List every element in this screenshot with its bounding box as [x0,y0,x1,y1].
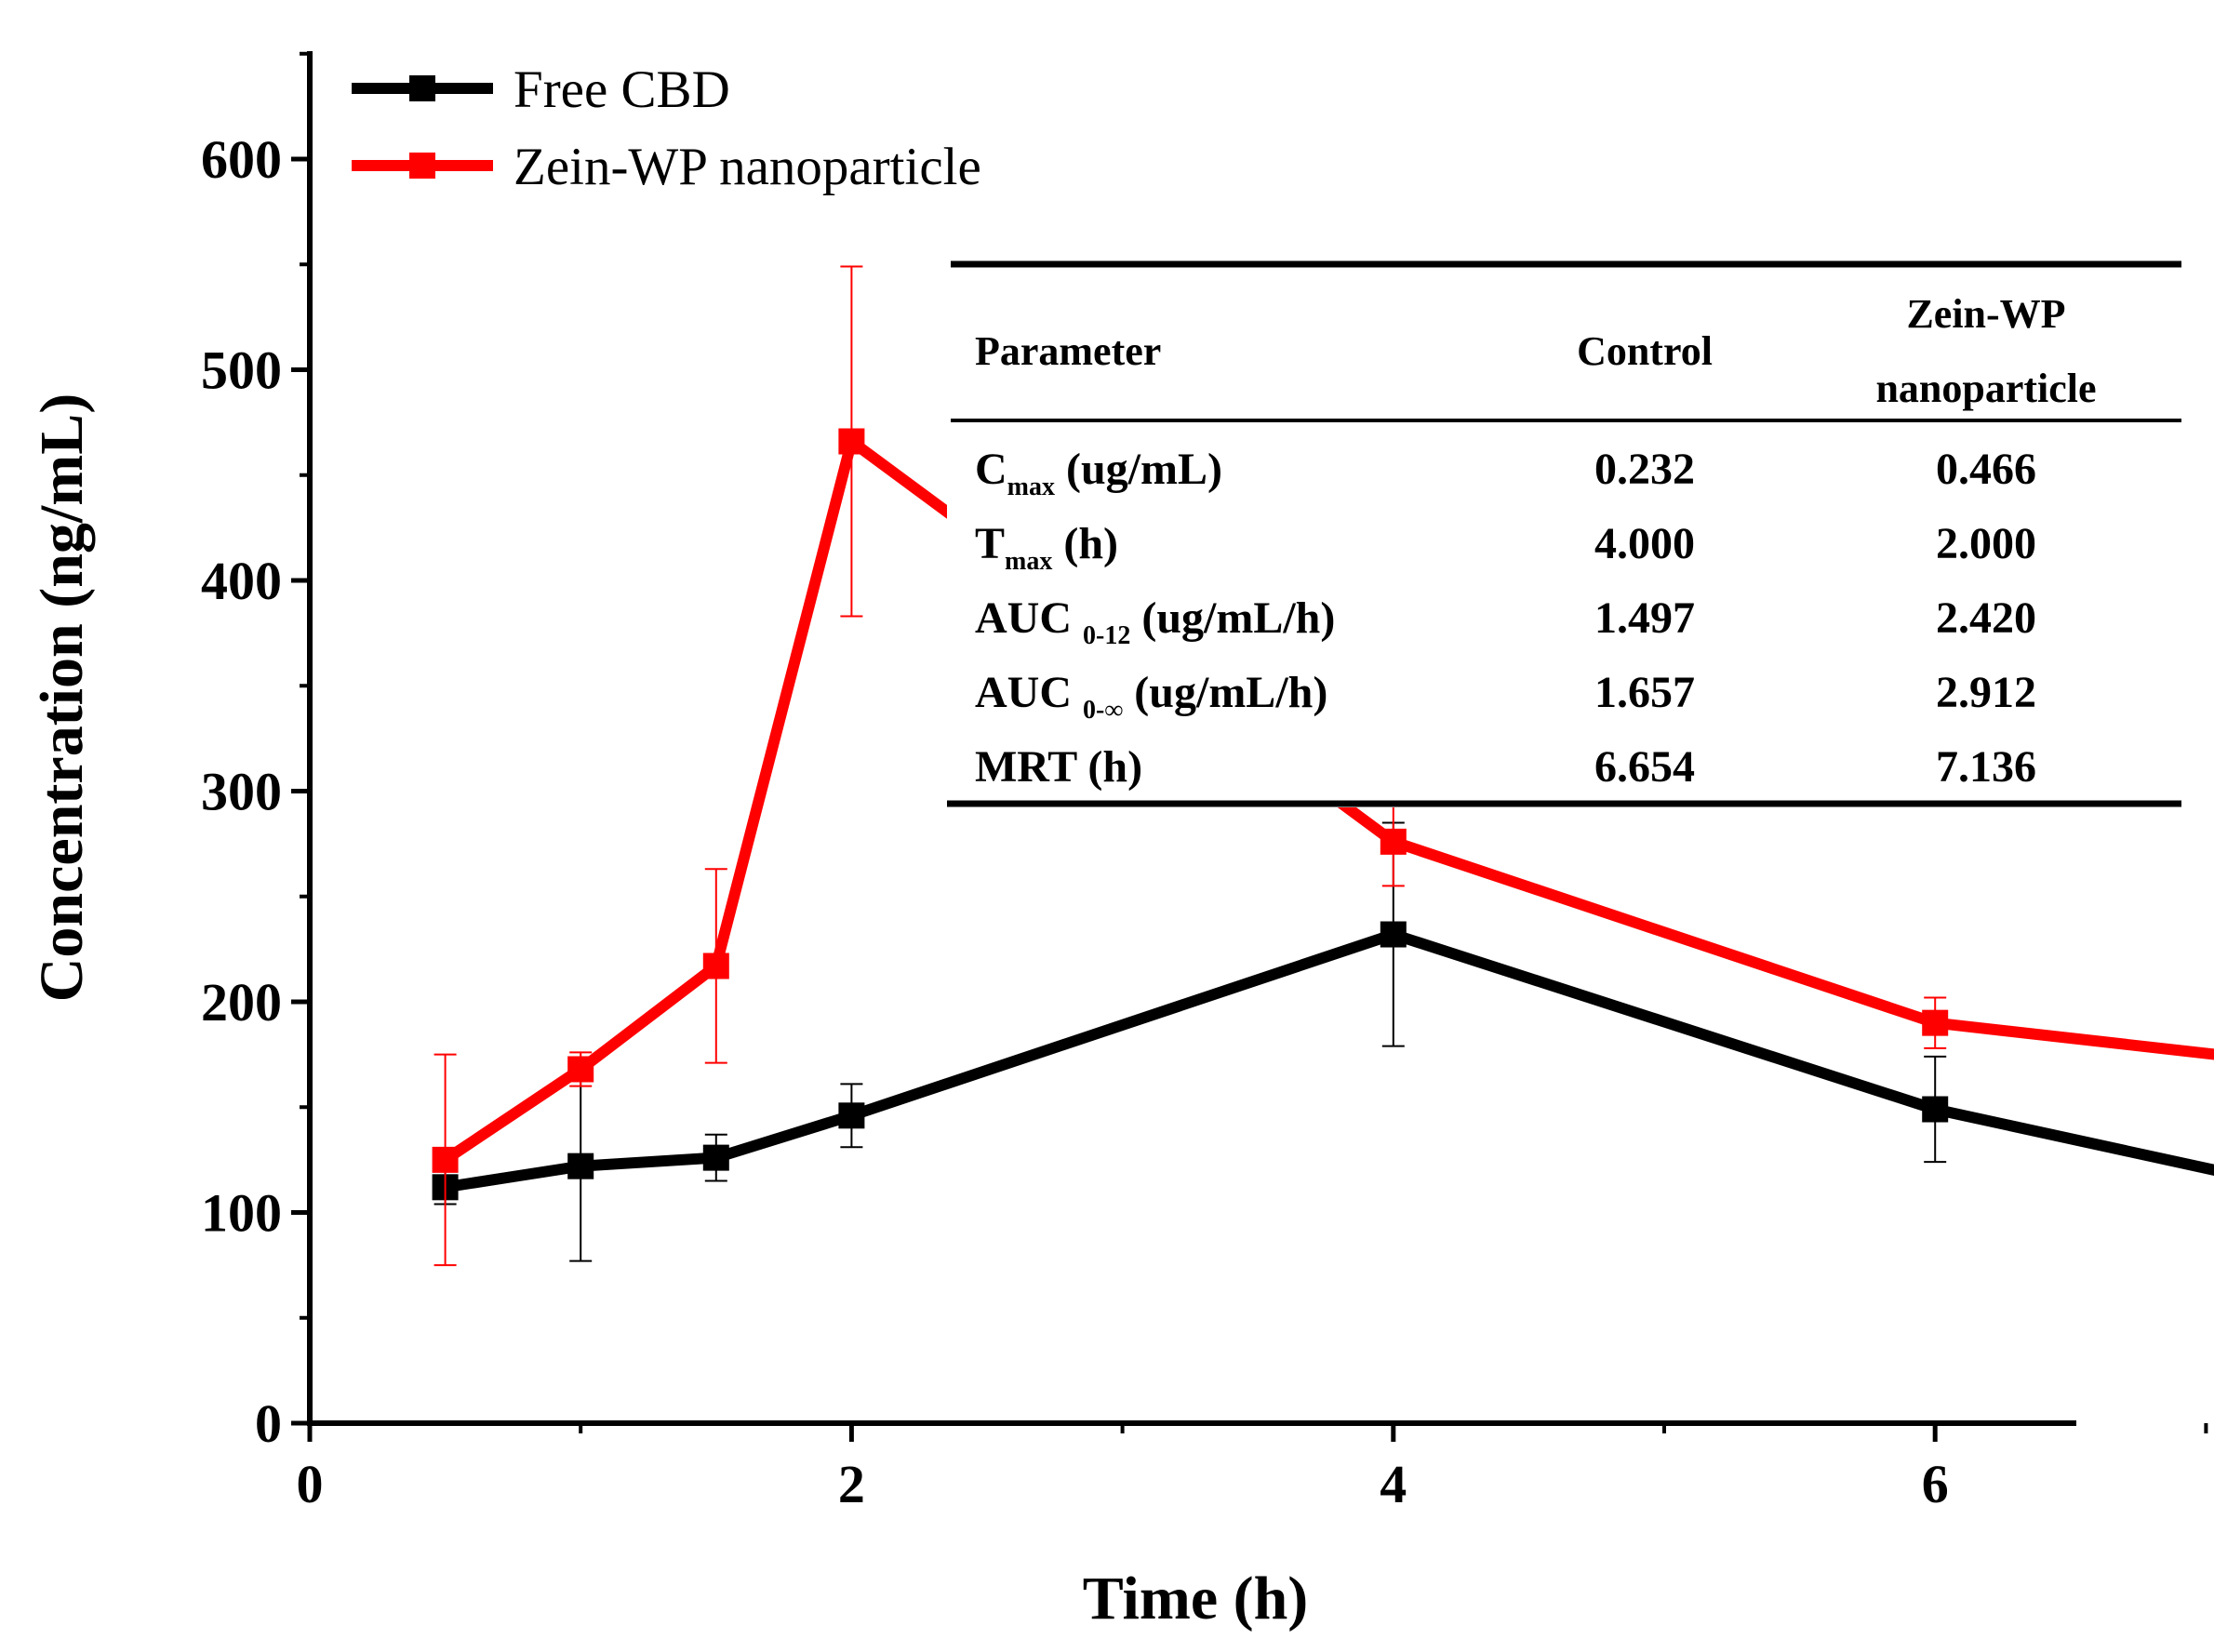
table-cell-parameter: AUC 0-∞ (ug/mL/h) [975,668,1327,725]
table-body: Cmax (ug/mL) 0.232 0.466 Tmax (h) 4.000 2.000… [975,445,2036,792]
legend-free-marker [409,75,435,101]
table-row: MRT (h) 6.654 7.136 [975,742,2036,792]
data-point [567,1152,594,1179]
y-tick-label: 300 [201,762,282,822]
parameter-table: Parameter Control Zein-WP nanoparticle C… [947,260,2184,807]
table-cell-parameter: Cmax (ug/mL) [975,445,1222,501]
table-cell-zein: 0.466 [1936,445,2036,494]
data-point [1380,828,1407,855]
data-point [838,1102,865,1129]
data-point [702,953,729,979]
y-tick-label: 400 [201,551,282,611]
table-cell-parameter: MRT (h) [975,742,1142,792]
y-tick-label: 600 [201,129,282,190]
data-point [1922,1096,1949,1123]
table-header-zein-1: Zein-WP [1906,291,2065,337]
y-tick-label: 500 [201,340,282,401]
legend-free-label: Free CBD [513,60,730,119]
table-header-parameter: Parameter [975,328,1161,374]
table-header-zein-2: nanoparticle [1875,366,2096,411]
table-row: AUC 0-∞ (ug/mL/h) 1.657 2.912 [975,668,2036,725]
table-cell-control: 0.232 [1594,445,1695,494]
y-tick-label: 0 [255,1393,282,1454]
table-cell-control: 1.657 [1594,668,1695,717]
data-point [1922,1009,1949,1036]
table-cell-parameter: AUC 0-12 (ug/mL/h) [975,593,1335,650]
x-axis-title: Time (h) [1083,1565,1309,1632]
table-cell-control: 1.497 [1594,593,1695,643]
x-tick-label: 4 [1380,1454,1407,1514]
table-cell-zein: 2.912 [1936,668,2036,717]
table-row: AUC 0-12 (ug/mL/h) 1.497 2.420 [975,593,2036,650]
data-point [1380,921,1407,948]
data-point [567,1056,594,1083]
series-free-cbd [432,821,2214,1262]
table-cell-control: 4.000 [1594,519,1695,568]
data-point [702,1144,729,1171]
y-tick-label: 100 [201,1183,282,1244]
axes-layer: 0100200300400500600024681012 [201,51,2208,1514]
x-tick-label: 0 [297,1454,324,1514]
y-axis-title: Concentration (ng/mL) [28,393,96,1002]
table-cell-zein: 2.420 [1936,593,2036,643]
table-cell-parameter: Tmax (h) [975,519,1118,576]
table-row: Cmax (ug/mL) 0.232 0.466 [975,445,2036,501]
legend-zein-label: Zein-WP nanoparticle [513,138,981,196]
legend-zein-marker [409,153,435,179]
series-line [444,928,2214,1193]
x-tick-label: 6 [1922,1454,1949,1514]
data-point [432,1146,459,1173]
y-tick-label: 200 [201,972,282,1032]
table-header-control: Control [1577,328,1713,374]
table-row: Tmax (h) 4.000 2.000 [975,519,2036,576]
table-cell-zein: 2.000 [1936,519,2036,568]
table-background [947,260,2184,807]
table-cell-zein: 7.136 [1936,742,2036,792]
legend: Free CBD Zein-WP nanoparticle [352,60,981,196]
table-cell-control: 6.654 [1594,742,1695,792]
data-point [838,428,865,455]
x-tick-label: 2 [838,1454,865,1514]
